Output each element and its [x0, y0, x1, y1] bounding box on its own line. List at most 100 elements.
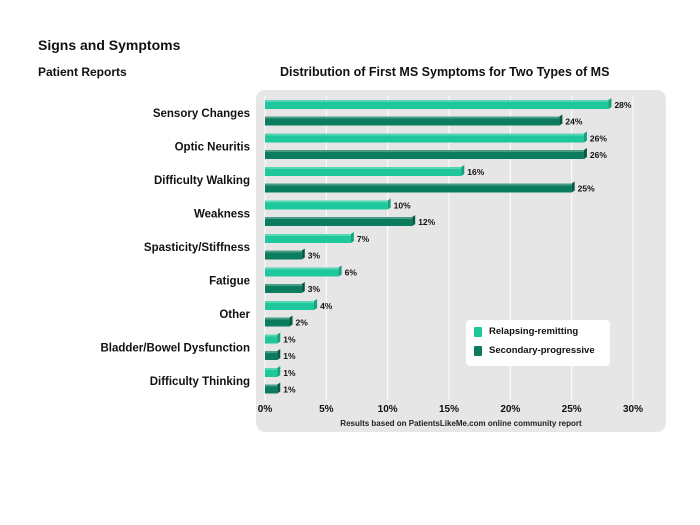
page-subtitle: Patient Reports: [38, 65, 127, 79]
bar-secondary-progressive-8: [265, 384, 278, 394]
category-label-8: Difficulty Thinking: [150, 376, 250, 388]
data-label-secondary-progressive-7: 1%: [283, 351, 296, 361]
data-label-secondary-progressive-0: 24%: [565, 117, 582, 127]
bar-side-secondary-progressive-0: [559, 114, 563, 126]
bar-secondary-progressive-6: [265, 317, 290, 327]
bar-relapsing-remitting-7: [265, 334, 278, 344]
data-label-relapsing-remitting-1: 26%: [590, 134, 607, 144]
bar-relapsing-remitting-6: [265, 301, 315, 310]
category-label-5: Fatigue: [209, 276, 250, 288]
data-label-relapsing-remitting-5: 6%: [345, 268, 358, 278]
data-label-secondary-progressive-1: 26%: [590, 150, 607, 160]
bar-highlight-secondary-progressive-3: [265, 217, 413, 219]
bar-highlight-relapsing-remitting-5: [265, 267, 339, 270]
bar-side-relapsing-remitting-2: [461, 165, 465, 176]
bar-highlight-secondary-progressive-8: [265, 384, 278, 387]
bar-relapsing-remitting-3: [265, 200, 388, 210]
category-label-0: Sensory Changes: [153, 108, 250, 120]
bar-side-secondary-progressive-4: [301, 248, 305, 260]
bar-secondary-progressive-2: [265, 183, 572, 193]
legend-label-secondary-progressive: Secondary-progressive: [489, 345, 595, 356]
data-label-relapsing-remitting-2: 16%: [467, 167, 484, 177]
data-label-relapsing-remitting-3: 10%: [394, 201, 411, 211]
x-tick-label-4: 20%: [500, 404, 520, 415]
bar-side-secondary-progressive-2: [571, 181, 575, 193]
bar-relapsing-remitting-1: [265, 133, 584, 143]
category-label-3: Weakness: [194, 209, 250, 221]
bar-highlight-relapsing-remitting-1: [265, 133, 584, 136]
bar-side-secondary-progressive-3: [412, 215, 416, 226]
data-label-secondary-progressive-5: 3%: [308, 284, 321, 294]
bar-relapsing-remitting-5: [265, 267, 339, 277]
bar-highlight-secondary-progressive-4: [265, 250, 302, 253]
page-title: Signs and Symptoms: [38, 37, 181, 53]
x-tick-label-3: 15%: [439, 404, 459, 415]
bar-side-relapsing-remitting-0: [608, 98, 612, 109]
bar-relapsing-remitting-4: [265, 234, 351, 243]
x-tick-label-2: 10%: [378, 404, 398, 415]
x-tick-label-1: 5%: [319, 404, 334, 415]
bar-side-relapsing-remitting-8: [277, 366, 281, 377]
bar-secondary-progressive-4: [265, 250, 302, 260]
data-label-secondary-progressive-8: 1%: [283, 385, 296, 395]
category-label-1: Optic Neuritis: [175, 142, 250, 154]
chart-legend: Relapsing-remitting Secondary-progressiv…: [466, 320, 610, 366]
x-tick-label-6: 30%: [623, 404, 643, 415]
bar-relapsing-remitting-8: [265, 368, 278, 377]
bar-side-secondary-progressive-1: [583, 148, 587, 159]
bar-highlight-secondary-progressive-6: [265, 317, 290, 320]
data-label-relapsing-remitting-4: 7%: [357, 234, 370, 244]
bar-side-secondary-progressive-5: [301, 282, 305, 293]
data-label-secondary-progressive-3: 12%: [418, 217, 435, 227]
category-label-6: Other: [219, 309, 250, 321]
chart-footnote: Results based on PatientsLikeMe.com onli…: [340, 419, 582, 428]
bar-secondary-progressive-1: [265, 150, 584, 159]
bar-secondary-progressive-0: [265, 116, 560, 126]
bar-relapsing-remitting-2: [265, 167, 462, 176]
legend-label-relapsing-remitting: Relapsing-remitting: [489, 326, 579, 337]
bar-highlight-secondary-progressive-5: [265, 284, 302, 286]
x-tick-label-0: 0%: [258, 404, 273, 415]
plot-panel: [256, 90, 666, 432]
category-label-7: Bladder/Bowel Dysfunction: [100, 343, 250, 355]
data-label-secondary-progressive-4: 3%: [308, 251, 321, 261]
bar-secondary-progressive-5: [265, 284, 302, 293]
bar-side-secondary-progressive-6: [289, 315, 293, 327]
bar-relapsing-remitting-0: [265, 100, 609, 109]
bar-secondary-progressive-7: [265, 351, 278, 360]
data-label-secondary-progressive-2: 25%: [578, 184, 595, 194]
bar-highlight-relapsing-remitting-6: [265, 301, 315, 303]
bar-highlight-relapsing-remitting-0: [265, 100, 609, 102]
bar-highlight-relapsing-remitting-4: [265, 234, 351, 236]
bar-secondary-progressive-3: [265, 217, 413, 226]
legend-item-relapsing-remitting: Relapsing-remitting: [474, 326, 578, 337]
bar-highlight-relapsing-remitting-8: [265, 368, 278, 370]
bar-highlight-secondary-progressive-1: [265, 150, 584, 152]
bar-side-relapsing-remitting-7: [277, 332, 281, 344]
bar-side-relapsing-remitting-6: [314, 299, 318, 310]
bar-highlight-secondary-progressive-7: [265, 351, 278, 353]
legend-item-secondary-progressive: Secondary-progressive: [474, 345, 595, 356]
bar-side-relapsing-remitting-5: [338, 265, 342, 277]
bar-side-relapsing-remitting-1: [583, 131, 587, 143]
bar-highlight-secondary-progressive-2: [265, 183, 572, 186]
data-label-relapsing-remitting-0: 28%: [614, 100, 631, 110]
bar-highlight-relapsing-remitting-7: [265, 334, 278, 337]
bar-side-relapsing-remitting-4: [350, 232, 354, 243]
bar-side-secondary-progressive-7: [277, 349, 281, 360]
bar-side-secondary-progressive-8: [277, 382, 281, 394]
bar-highlight-relapsing-remitting-2: [265, 167, 462, 169]
bar-highlight-relapsing-remitting-3: [265, 200, 388, 203]
legend-swatch-secondary-progressive: [474, 345, 482, 356]
data-label-relapsing-remitting-8: 1%: [283, 368, 296, 378]
data-label-relapsing-remitting-6: 4%: [320, 301, 333, 311]
category-label-4: Spasticity/Stiffness: [144, 242, 250, 254]
data-label-secondary-progressive-6: 2%: [296, 318, 309, 328]
chart-title: Distribution of First MS Symptoms for Tw…: [280, 65, 610, 79]
data-label-relapsing-remitting-7: 1%: [283, 335, 296, 345]
x-tick-label-5: 25%: [562, 404, 582, 415]
bar-side-relapsing-remitting-3: [387, 198, 391, 210]
legend-swatch-relapsing-remitting: [474, 326, 482, 337]
category-label-2: Difficulty Walking: [154, 175, 250, 187]
